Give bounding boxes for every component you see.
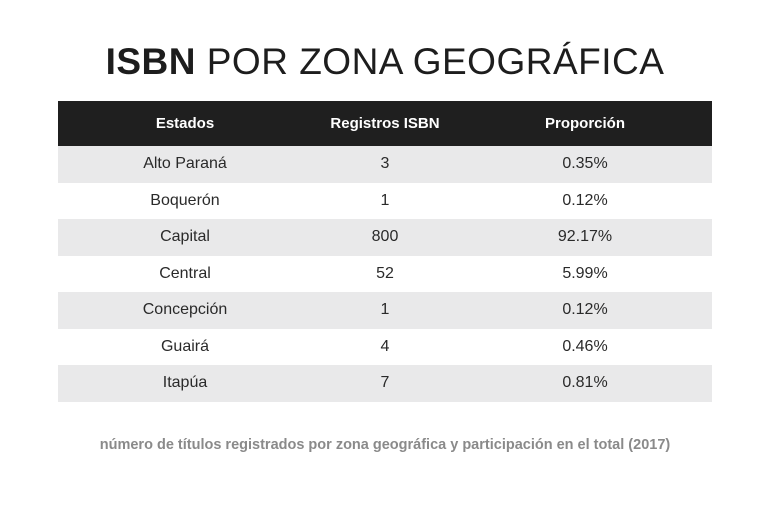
cell-registros: 52 [376,264,394,282]
cell-proporcion: 0.12% [562,301,608,319]
cell-proporcion: 0.12% [562,191,608,209]
title-bold: ISBN [105,41,196,82]
table-row: Alto Paraná 3 0.35% [58,146,712,183]
title-light: POR ZONA GEOGRÁFICA [206,41,665,82]
cell-proporcion: 0.81% [562,374,608,392]
column-header-registros: Registros ISBN [330,115,440,132]
column-header-proporcion: Proporción [544,115,625,132]
table-row: Itapúa 7 0.81% [58,365,712,402]
cell-registros: 3 [380,155,390,173]
cell-estado: Guairá [160,337,210,355]
table-row: Concepción 1 0.12% [58,292,712,329]
cell-registros: 7 [380,374,390,392]
cell-estado: Central [159,264,211,282]
cell-registros: 800 [371,228,399,246]
table-row: Capital 800 92.17% [58,219,712,256]
table-header: Estados Registros ISBN Proporción [58,101,712,146]
table-row: Central 52 5.99% [58,255,712,292]
cell-estado: Concepción [142,301,228,319]
cell-estado: Itapúa [162,374,208,392]
cell-proporcion: 0.46% [562,337,608,355]
column-header-estados: Estados [155,115,215,132]
cell-estado: Alto Paraná [143,155,227,173]
cell-proporcion: 5.99% [562,264,608,282]
cell-registros: 1 [380,301,390,319]
table-row: Guairá 4 0.46% [58,328,712,365]
cell-proporcion: 0.35% [562,155,608,173]
cell-registros: 1 [380,191,390,209]
cell-estado: Capital [160,228,210,246]
isbn-table: Estados Registros ISBN Proporción Alto P… [58,101,712,402]
cell-registros: 4 [380,337,390,355]
table-caption: número de títulos registrados por zona g… [99,437,671,453]
cell-proporcion: 92.17% [557,228,613,246]
cell-estado: Boquerón [150,191,220,209]
page-title: ISBN POR ZONA GEOGRÁFICA [0,38,770,86]
table-row: Boquerón 1 0.12% [58,182,712,219]
